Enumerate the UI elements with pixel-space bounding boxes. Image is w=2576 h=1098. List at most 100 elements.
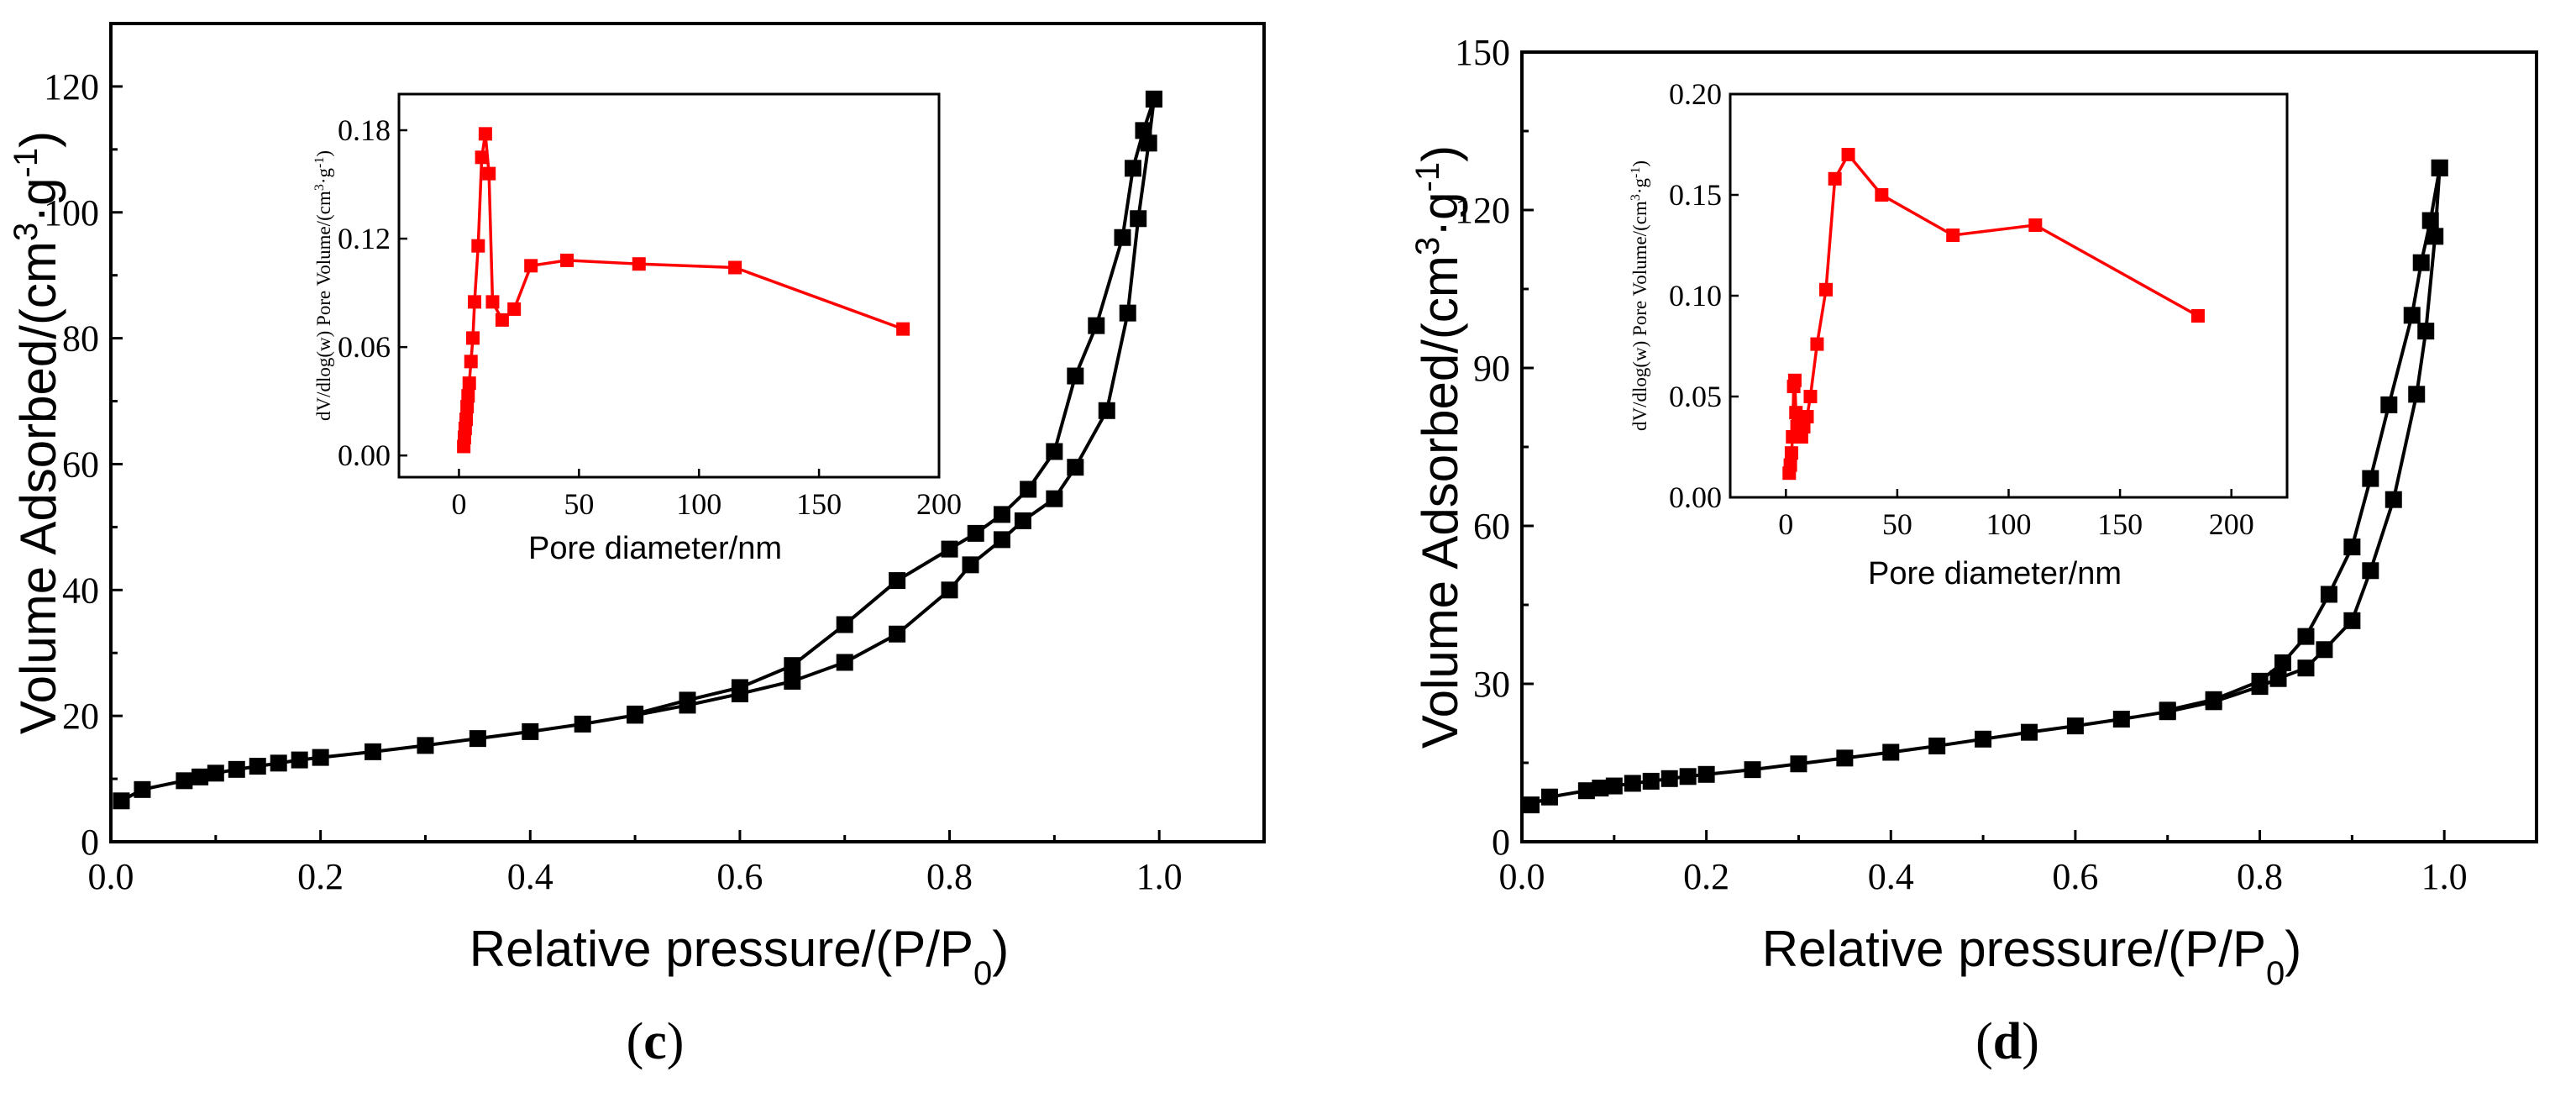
inset-psd-point (1783, 458, 1797, 472)
inset-y-tick-label: 0.00 (338, 439, 391, 472)
adsorption-point (1928, 737, 1946, 754)
inset-psd-point (2190, 309, 2205, 323)
desorption-point (1067, 367, 1084, 385)
adsorption-point (2021, 723, 2038, 741)
inset-y-axis-label: dV/dlog(w) Pore Volume/(cm3·g-1) (1629, 160, 1651, 431)
desorption-point (1124, 160, 1141, 177)
adsorption-point (417, 737, 434, 754)
y-tick-label: 100 (44, 192, 99, 234)
adsorption-point (2316, 641, 2333, 659)
x-tick-label: 0.0 (88, 856, 134, 897)
desorption-point (2320, 586, 2337, 603)
inset-psd-point (468, 295, 482, 309)
x-tick-label: 0.2 (297, 856, 344, 897)
adsorption-point (1790, 755, 1807, 773)
desorption-point (941, 540, 958, 558)
y-tick-label: 40 (62, 570, 99, 611)
adsorption-point (522, 722, 539, 740)
inset-x-tick-label: 100 (676, 487, 721, 521)
desorption-point (1114, 229, 1131, 246)
adsorption-point (1067, 459, 1084, 476)
adsorption-point (365, 743, 382, 760)
inset-x-tick-label: 150 (796, 487, 842, 521)
inset-y-tick-label: 0.05 (1669, 380, 1722, 413)
adsorption-point (249, 758, 266, 775)
inset-psd-point (896, 322, 910, 336)
adsorption-point (113, 792, 130, 810)
desorption-point (2362, 470, 2379, 487)
x-axis-label: Relative pressure/(P/P0) (470, 921, 1009, 992)
adsorption-point (176, 772, 193, 790)
inset-psd-point (478, 127, 492, 141)
panel-d: 0.0 0.2 0.4 0.6 0.8 1.0 0 30 60 90 120 150 Relative … (1409, 32, 2538, 1070)
inset-psd-point (495, 313, 509, 327)
desorption-point (2412, 254, 2430, 271)
inset-psd-point (460, 400, 475, 414)
inset-y-tick-label: 0.15 (1669, 178, 1722, 212)
desorption-point (1135, 122, 1152, 139)
adsorption-point (207, 764, 224, 782)
inset-y-tick-label: 0.00 (1669, 481, 1722, 514)
adsorption-point (2385, 491, 2402, 508)
adsorption-point (2362, 562, 2379, 580)
inset-psd-point (1841, 148, 1855, 161)
adsorption-point (1540, 788, 1558, 806)
inset-x-tick-label: 100 (1986, 507, 2032, 541)
x-tick-label: 0.8 (2237, 856, 2283, 897)
desorption-point (2403, 307, 2421, 324)
desorption-point (836, 616, 853, 633)
inset-psd-point (475, 150, 489, 165)
adsorption-point (2066, 717, 2084, 735)
desorption-point (967, 524, 984, 542)
inset-psd-point (485, 295, 500, 309)
desorption-point (2159, 701, 2176, 719)
inset-psd-point (1787, 373, 1802, 387)
desorption-point (2380, 396, 2398, 413)
adsorption-point (1836, 749, 1854, 767)
inset-x-tick-label: 0 (1778, 507, 1793, 541)
inset-psd-point (1946, 229, 1960, 242)
adsorption-point (191, 768, 209, 785)
adsorption-point (1882, 743, 1900, 761)
adsorption-point (2408, 386, 2426, 403)
desorption-point (1145, 90, 1162, 108)
inset-y-tick-label: 0.10 (1669, 279, 1722, 313)
inset-y-tick-label: 0.18 (338, 113, 391, 147)
adsorption-point (1605, 777, 1623, 795)
adsorption-point (784, 672, 801, 690)
inset-psd-point (462, 376, 476, 391)
y-tick-label: 60 (62, 444, 99, 485)
desorption-point (1088, 317, 1105, 334)
adsorption-point (2269, 670, 2287, 687)
inset-y-tick-label: 0.20 (1669, 77, 1722, 111)
desorption-point (2251, 672, 2269, 690)
inset-psd-point (728, 260, 742, 275)
x-tick-label: 0.0 (1499, 856, 1545, 897)
adsorption-point (312, 749, 329, 766)
panel-label: (c) (627, 1013, 685, 1070)
adsorption-point (1697, 765, 1715, 783)
inset-x-tick-label: 200 (916, 487, 962, 521)
desorption-point (731, 679, 748, 696)
inset-x-tick-label: 0 (451, 487, 466, 521)
adsorption-point (836, 654, 853, 671)
inset-psd-point (1800, 410, 1814, 423)
desorption-point (679, 691, 696, 709)
x-tick-label: 0.4 (1868, 856, 1914, 897)
inset-psd-point (2028, 218, 2043, 232)
inset-x-axis-label: Pore diameter/nm (528, 531, 782, 566)
adsorption-point (134, 780, 151, 798)
x-tick-label: 1.0 (2421, 856, 2468, 897)
adsorption-point (1592, 780, 1609, 797)
inset-psd-point (466, 331, 480, 345)
y-tick-label: 60 (1473, 506, 1510, 547)
x-tick-label: 0.6 (716, 856, 763, 897)
desorption-point (1020, 481, 1037, 498)
adsorption-point (1119, 304, 1136, 322)
inset-y-tick-label: 0.06 (338, 330, 391, 364)
adsorption-point (1046, 490, 1063, 507)
inset-psd-point (1803, 390, 1818, 403)
desorption-point (784, 657, 801, 675)
y-tick-label: 150 (1455, 32, 1510, 73)
y-tick-label: 30 (1473, 664, 1510, 705)
